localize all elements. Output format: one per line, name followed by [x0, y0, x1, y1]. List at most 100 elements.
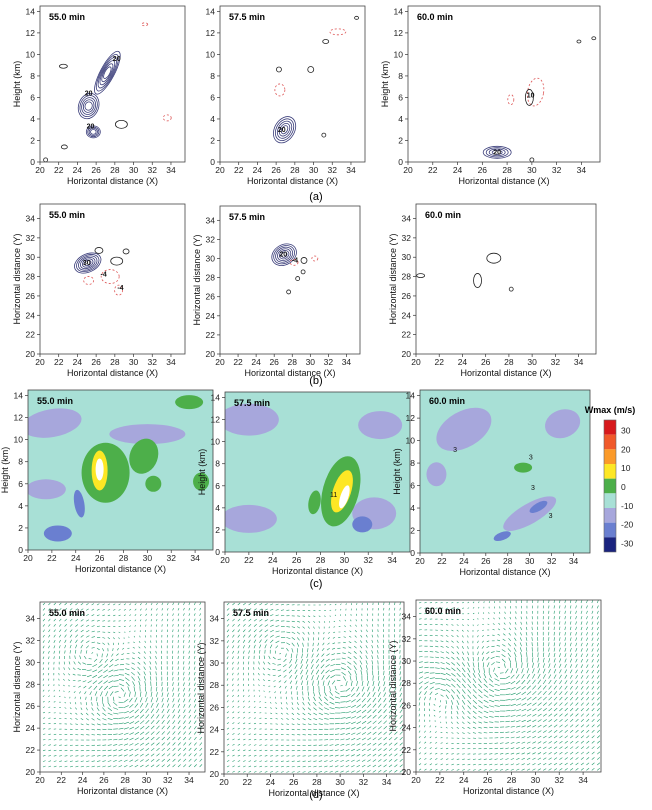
wind-vector [581, 692, 583, 695]
wind-vector [330, 750, 334, 751]
wind-vector [194, 743, 196, 746]
wind-vector [505, 716, 510, 717]
wind-vector [238, 656, 239, 659]
wind-vector [597, 606, 598, 609]
wind-vector [232, 646, 234, 649]
wind-vector [140, 759, 143, 761]
wind-vector [372, 650, 373, 653]
wind-vector [522, 720, 526, 722]
x-tick-label: 26 [91, 357, 101, 367]
wind-vector [335, 609, 336, 610]
wind-vector [129, 727, 134, 729]
wind-vector [189, 672, 190, 675]
y-tick-label: 6 [30, 92, 35, 102]
wind-vector [457, 662, 460, 665]
wind-vector [565, 600, 566, 603]
wind-vector [511, 726, 515, 727]
x-tick-label: 30 [143, 553, 153, 563]
wind-vector [70, 619, 72, 621]
wind-vector [570, 719, 573, 722]
wind-vector [102, 702, 104, 707]
wind-vector [489, 711, 494, 712]
wind-vector [319, 621, 320, 623]
wind-vector [439, 711, 441, 712]
wind-vector [243, 766, 245, 767]
wind-vector [92, 724, 95, 725]
wind-vector [527, 697, 531, 700]
wind-vector [286, 691, 287, 694]
downdraft-contour [508, 95, 514, 105]
wind-vector [259, 619, 262, 621]
wind-vector [307, 681, 308, 686]
wind-vector [366, 650, 368, 653]
wind-vector [526, 637, 527, 641]
y-tick-label: 2 [410, 526, 415, 536]
wind-vector [446, 727, 447, 728]
wind-vector [167, 608, 168, 610]
wind-vector [446, 602, 448, 603]
wind-vector [419, 691, 421, 694]
wind-vector [597, 746, 600, 748]
wind-vector [254, 635, 256, 638]
updraft-contour [59, 64, 67, 68]
wind-vector [183, 624, 184, 627]
wind-vector [227, 766, 229, 767]
wind-vector [277, 664, 281, 665]
wind-vector [446, 769, 448, 770]
wind-vector [341, 668, 346, 670]
wind-vector [150, 661, 151, 664]
wind-vector [292, 772, 295, 773]
wind-vector [441, 689, 446, 691]
wind-vector [489, 695, 494, 697]
wind-vector [362, 687, 364, 692]
wind-vector [265, 640, 267, 643]
wind-vector [254, 739, 256, 740]
wind-vector [597, 736, 600, 738]
downdraft-contour [330, 29, 346, 35]
wind-vector [65, 619, 67, 621]
wind-vector [597, 659, 599, 662]
x-tick-label: 20 [35, 357, 45, 367]
wind-vector [83, 681, 86, 682]
wind-vector [140, 619, 141, 621]
y-tick-label: 12 [206, 28, 216, 38]
wind-vector [70, 650, 71, 653]
wind-vector [200, 737, 202, 740]
wind-vector [48, 701, 50, 702]
wind-vector [243, 619, 245, 621]
wind-vector [105, 659, 108, 663]
x-tick-label: 26 [292, 555, 302, 565]
wind-vector [419, 708, 420, 711]
wind-vector [468, 679, 471, 683]
wind-vector [258, 667, 259, 669]
wind-vector [238, 760, 240, 761]
wind-vector [378, 704, 381, 708]
wind-vector [308, 627, 310, 629]
wind-vector [200, 748, 202, 751]
wind-vector [313, 718, 317, 719]
wind-vector [138, 667, 141, 670]
wind-vector [340, 766, 343, 767]
wind-vector [522, 686, 526, 689]
wind-vector [378, 737, 381, 740]
wind-vector [570, 621, 571, 624]
wind-vector [265, 766, 268, 767]
wind-vector [129, 626, 130, 627]
wind-vector [103, 675, 107, 678]
wind-vector [263, 691, 264, 692]
wind-vector [270, 771, 273, 772]
wind-vector [92, 766, 95, 767]
wind-vector [592, 665, 594, 668]
wind-vector [292, 643, 295, 646]
wind-vector [495, 753, 498, 754]
wind-vector [178, 603, 179, 605]
wind-vector [360, 656, 362, 659]
y-tick-label: 26 [402, 291, 412, 301]
wind-vector [331, 675, 335, 678]
wind-vector [113, 632, 115, 633]
wind-vector [129, 692, 130, 697]
wind-vector [317, 654, 319, 657]
wind-vector [254, 712, 256, 713]
wind-vector [78, 662, 81, 665]
